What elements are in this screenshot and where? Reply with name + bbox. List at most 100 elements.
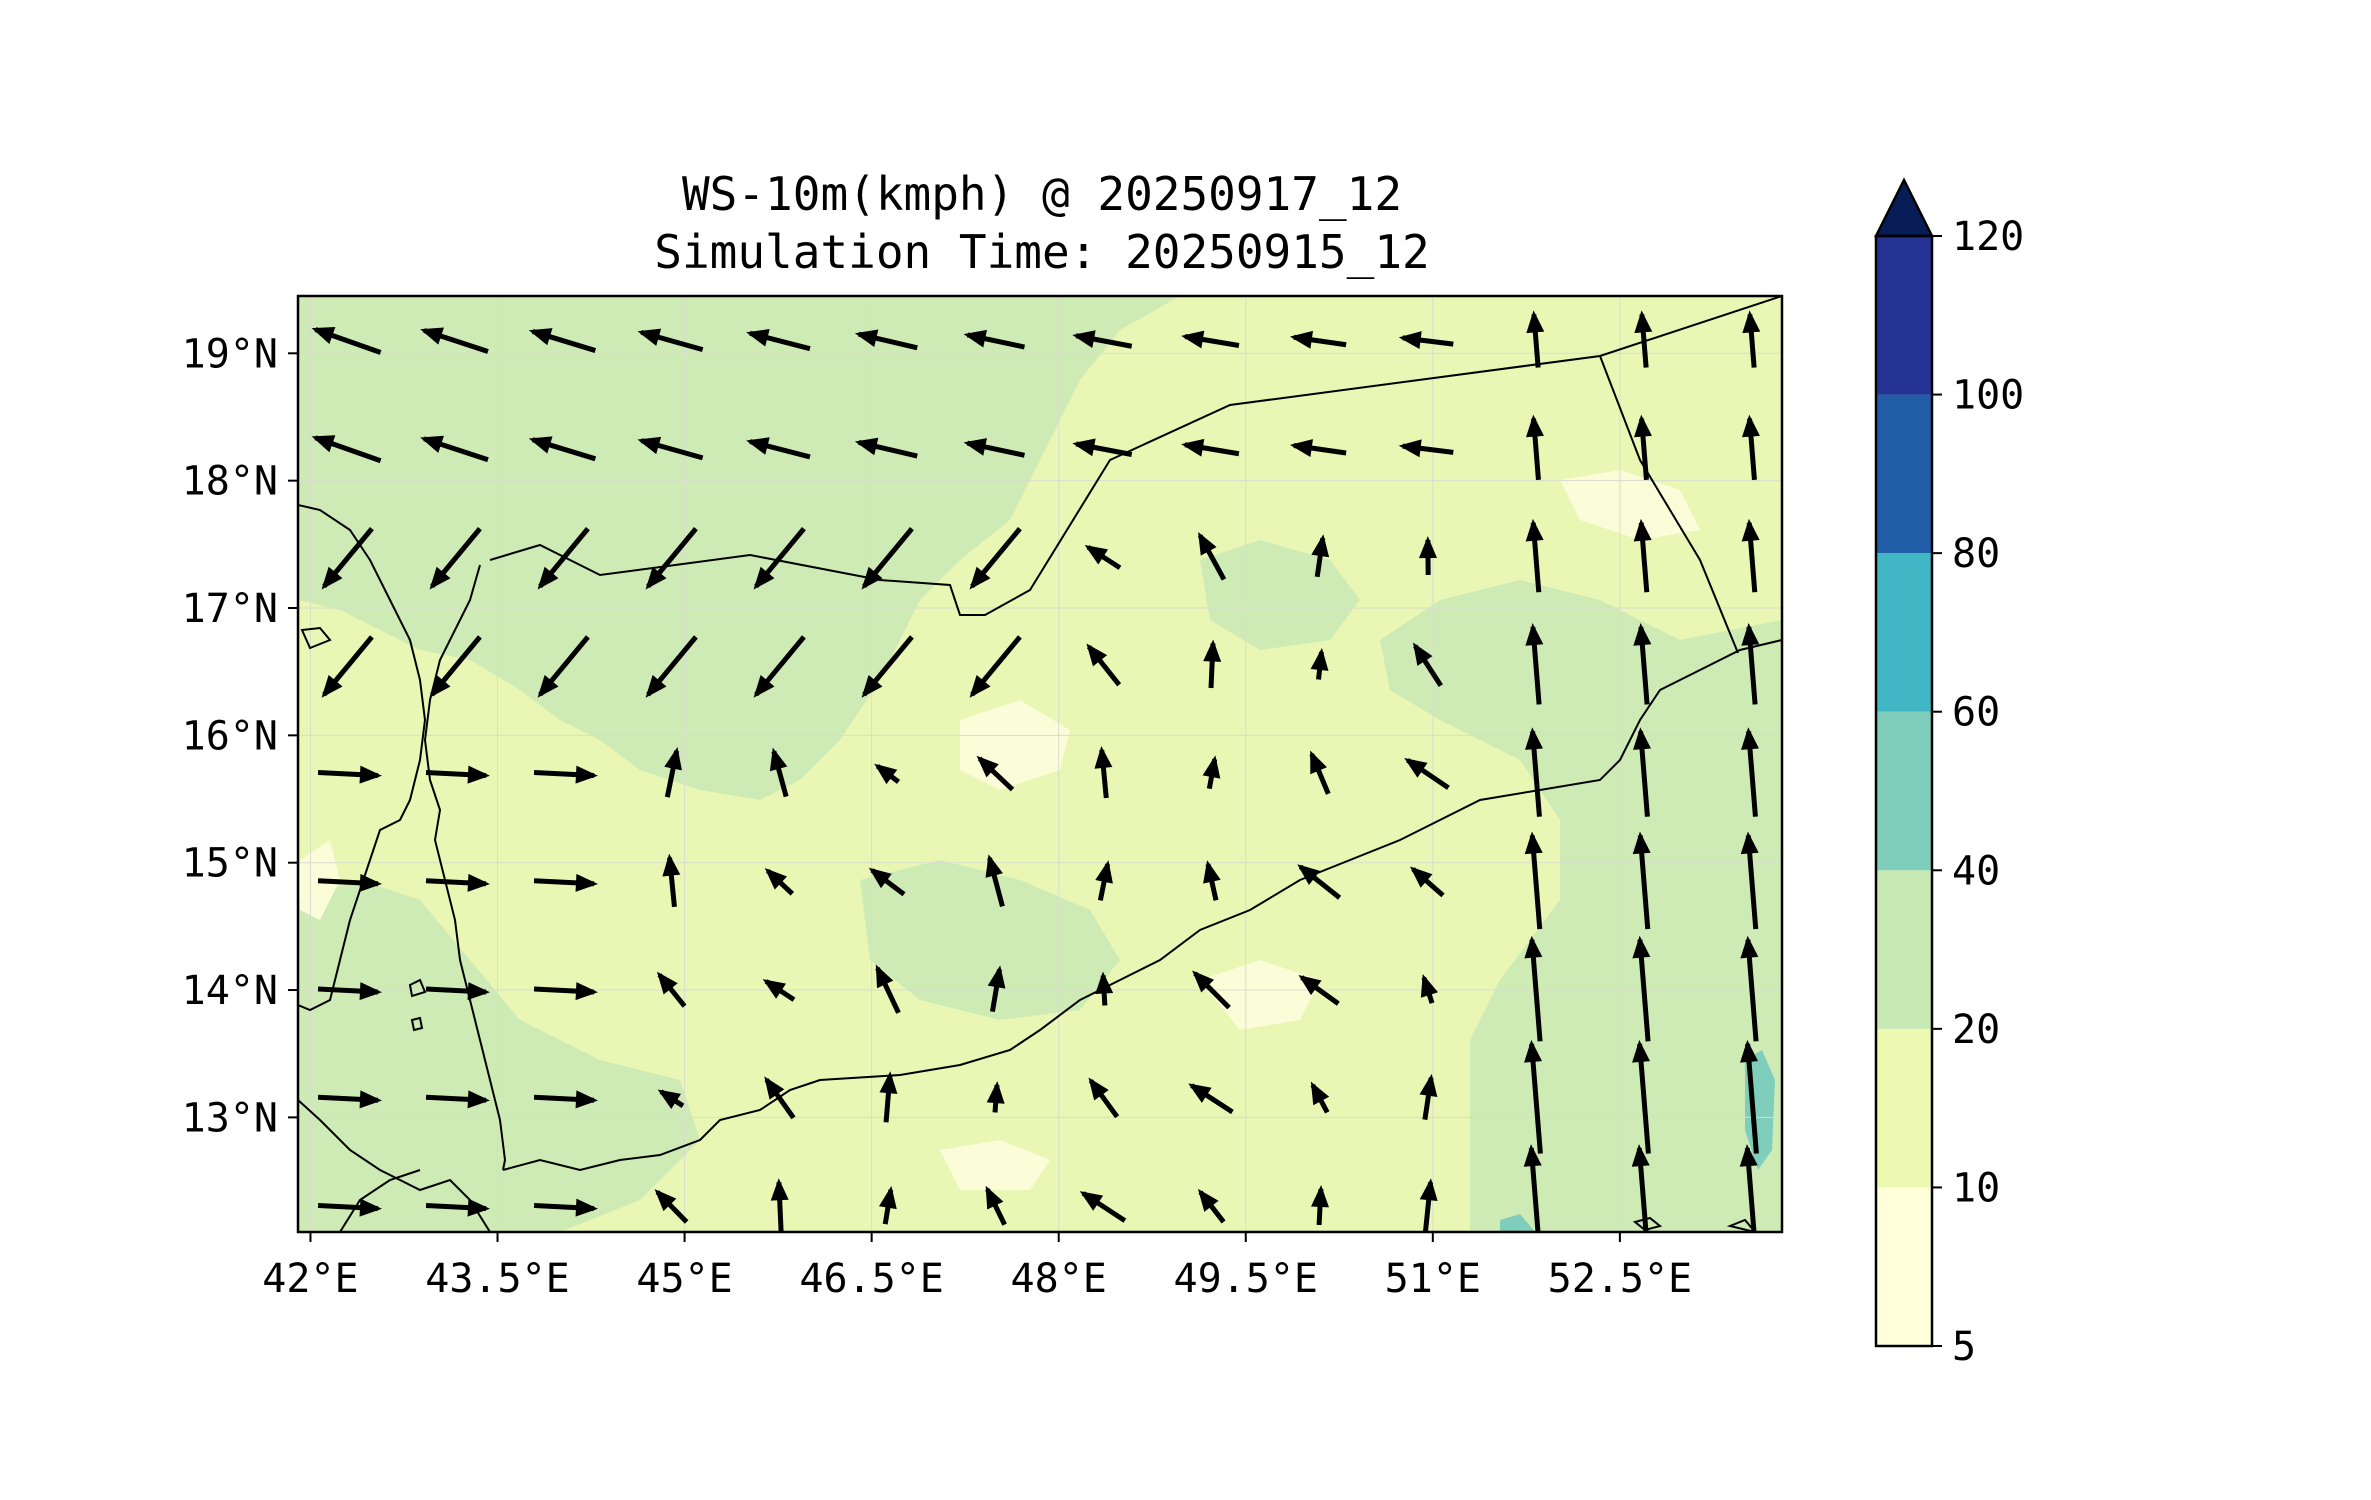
island-2 bbox=[410, 1016, 424, 1032]
wind-arrow bbox=[1398, 331, 1454, 350]
wind-arrow bbox=[425, 765, 490, 784]
wind-arrow bbox=[753, 635, 806, 698]
colorbar-segment bbox=[1876, 1028, 1932, 1188]
wind-arrow bbox=[1633, 727, 1651, 817]
wind-arrow bbox=[645, 635, 698, 698]
contour-40-60-patch-2 bbox=[1500, 1214, 1535, 1232]
wind-arrow bbox=[420, 327, 489, 354]
x-tick-label: 49.5°E bbox=[1174, 1256, 1319, 1302]
coast-gulf-of-aden bbox=[502, 639, 1782, 1172]
wind-arrow bbox=[637, 328, 704, 353]
wind-arrow bbox=[854, 329, 918, 351]
wind-arrow bbox=[1419, 1073, 1438, 1121]
wind-arrow bbox=[770, 1178, 789, 1232]
wind-arrow bbox=[1197, 532, 1227, 581]
x-tick-label: 48°E bbox=[1011, 1256, 1107, 1302]
wind-arrow bbox=[1203, 860, 1221, 901]
wind-arrow bbox=[1309, 750, 1331, 795]
colorbar-label: 80 bbox=[1952, 531, 2000, 577]
wind-arrow bbox=[868, 867, 906, 897]
x-tick-label: 46.5°E bbox=[799, 1256, 944, 1302]
colorbar: 5 10 20 40 60 80 100 120 bbox=[1873, 177, 2024, 1370]
colorbar-segment bbox=[1876, 1187, 1932, 1346]
wind-arrow bbox=[1072, 438, 1133, 457]
wind-arrow bbox=[764, 868, 795, 896]
wind-arrow bbox=[1289, 439, 1347, 457]
wind-arrow bbox=[533, 982, 598, 1001]
wind-arrow bbox=[1634, 414, 1652, 481]
wind-arrow bbox=[1742, 310, 1761, 368]
wind-arrow bbox=[1181, 330, 1240, 349]
colorbar-label: 5 bbox=[1952, 1324, 1976, 1370]
wind-arrow bbox=[1633, 518, 1652, 593]
wind-arrow bbox=[429, 527, 482, 590]
wind-vectors bbox=[311, 310, 1761, 1232]
wind-arrow bbox=[985, 854, 1005, 908]
wind-arrow bbox=[969, 527, 1022, 590]
wind-arrow bbox=[664, 746, 682, 798]
wind-arrow bbox=[1311, 534, 1330, 578]
map-frame bbox=[296, 294, 1784, 1234]
wind-arrow bbox=[874, 763, 901, 785]
wind-arrow bbox=[985, 1185, 1007, 1226]
x-tick-label: 51°E bbox=[1385, 1256, 1481, 1302]
wind-arrow bbox=[656, 971, 687, 1008]
x-tick-label: 42°E bbox=[262, 1256, 358, 1302]
colorbar-label: 10 bbox=[1952, 1165, 2000, 1211]
wind-arrow bbox=[1297, 864, 1342, 900]
wind-arrow bbox=[1420, 974, 1439, 1004]
y-axis: 19°N 18°N 17°N 16°N 15°N 14°N 13°N bbox=[182, 331, 298, 1141]
wind-arrow bbox=[1739, 1144, 1758, 1232]
wind-arrow bbox=[769, 747, 789, 798]
wind-arrow bbox=[645, 527, 698, 590]
wind-arrow bbox=[1088, 1077, 1120, 1119]
wind-arrow bbox=[1203, 639, 1222, 689]
contour-5-10-patch-2 bbox=[1200, 960, 1320, 1030]
wind-arrow bbox=[986, 1081, 1005, 1113]
wind-arrow bbox=[1192, 970, 1231, 1010]
wind-arrow bbox=[1526, 310, 1545, 368]
wind-arrow bbox=[1740, 831, 1759, 930]
wind-arrow bbox=[533, 765, 598, 784]
wind-arrow bbox=[1740, 1039, 1759, 1154]
wind-arrow bbox=[963, 329, 1026, 350]
wind-arrow bbox=[528, 328, 597, 353]
y-tick-label: 16°N bbox=[182, 713, 278, 759]
wind-arrow bbox=[1525, 727, 1543, 817]
wind-arrow bbox=[1740, 935, 1759, 1042]
coast-red-sea-east bbox=[423, 564, 507, 1171]
wind-arrow bbox=[1419, 1178, 1438, 1232]
wind-arrow bbox=[321, 527, 374, 590]
x-tick-label: 45°E bbox=[636, 1256, 732, 1302]
wind-arrow bbox=[1410, 866, 1445, 898]
wind-arrow bbox=[1523, 1144, 1542, 1232]
wind-arrow bbox=[1634, 310, 1653, 368]
wind-arrow bbox=[1631, 1144, 1650, 1232]
wind-arrow bbox=[1524, 935, 1543, 1042]
contour-5-10-patch-5 bbox=[940, 1140, 1050, 1190]
wind-arrow bbox=[425, 1198, 490, 1217]
wind-arrow bbox=[1202, 755, 1221, 790]
colorbar-label: 40 bbox=[1952, 848, 2000, 894]
wind-arrow bbox=[1311, 1184, 1329, 1226]
wind-arrow bbox=[861, 635, 914, 698]
plot-title-line-1: WS-10m(kmph) @ 20250917_12 bbox=[682, 167, 1402, 221]
wind-arrow bbox=[1094, 745, 1113, 799]
wind-arrow bbox=[654, 1189, 689, 1224]
wind-arrow bbox=[528, 436, 597, 462]
colorbar-frame bbox=[1874, 234, 1934, 1348]
colorbar-segment bbox=[1876, 553, 1932, 712]
wind-arrow bbox=[429, 635, 482, 698]
x-tick-label: 52.5°E bbox=[1548, 1256, 1693, 1302]
wind-arrow bbox=[762, 979, 796, 1002]
wind-arrow bbox=[1526, 414, 1544, 481]
y-tick-label: 15°N bbox=[182, 841, 278, 887]
wind-arrow bbox=[1084, 545, 1122, 570]
colorbar-label: 120 bbox=[1952, 214, 2024, 260]
colorbar-segment bbox=[1876, 870, 1932, 1029]
wind-arrow bbox=[1419, 536, 1438, 575]
colorbar-label: 60 bbox=[1952, 690, 2000, 736]
wind-arrow bbox=[425, 982, 490, 1001]
y-tick-label: 13°N bbox=[182, 1095, 278, 1141]
